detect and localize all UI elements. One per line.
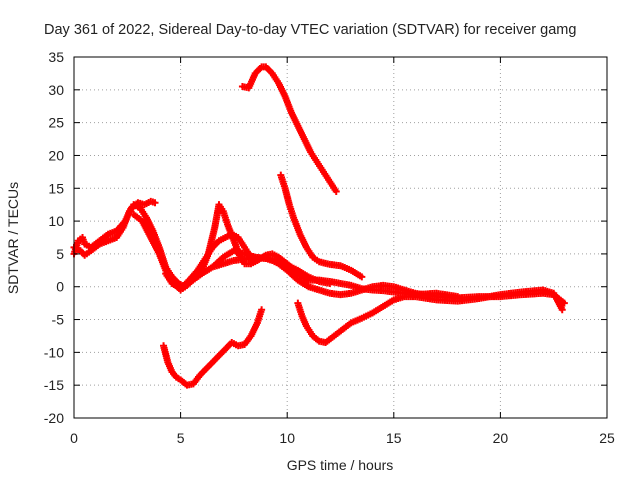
- y-tick-label: 15: [48, 180, 64, 196]
- data-points: [70, 63, 568, 389]
- y-tick-label: -20: [44, 410, 64, 426]
- x-tick-label: 15: [386, 430, 402, 446]
- chart-title: Day 361 of 2022, Sidereal Day-to-day VTE…: [44, 22, 576, 38]
- y-tick-label: -10: [44, 344, 64, 360]
- data-point: [358, 273, 366, 281]
- gridlines: [74, 57, 607, 418]
- x-tick-label: 20: [493, 430, 509, 446]
- y-tick-label: 20: [48, 147, 64, 163]
- x-tick-label: 0: [70, 430, 78, 446]
- data-point: [560, 299, 568, 307]
- series-arc2: [70, 197, 159, 258]
- x-axis-label: GPS time / hours: [287, 457, 394, 473]
- y-axis-label: SDTVAR / TECUs: [5, 182, 21, 294]
- series-arc9: [160, 306, 266, 389]
- y-tick-label: 25: [48, 115, 64, 131]
- axis-ticks: [73, 56, 608, 419]
- y-tick-labels: -20 -15 -10 -5 0 5 10 15 20 25 30 35: [44, 49, 64, 426]
- x-tick-label: 5: [177, 430, 185, 446]
- data-point: [332, 188, 340, 196]
- y-tick-label: 35: [48, 49, 64, 65]
- plot-frame: [73, 56, 608, 419]
- data-point: [151, 199, 159, 207]
- y-tick-label: 30: [48, 82, 64, 98]
- x-tick-labels: 0 5 10 15 20 25: [70, 430, 615, 446]
- data-point: [558, 306, 566, 314]
- y-tick-label: 0: [56, 279, 64, 295]
- data-point: [258, 306, 266, 314]
- x-tick-label: 10: [279, 430, 295, 446]
- series-arc5: [209, 253, 334, 287]
- series-arc8: [294, 286, 566, 347]
- series-arc1: [70, 201, 568, 307]
- series-arc6: [238, 63, 340, 196]
- y-tick-label: -5: [52, 312, 65, 328]
- data-point: [326, 279, 334, 287]
- y-tick-label: 10: [48, 213, 64, 229]
- y-tick-label: 5: [56, 246, 64, 262]
- series-arc7: [277, 171, 366, 281]
- x-tick-label: 25: [599, 430, 615, 446]
- y-tick-label: -15: [44, 377, 64, 393]
